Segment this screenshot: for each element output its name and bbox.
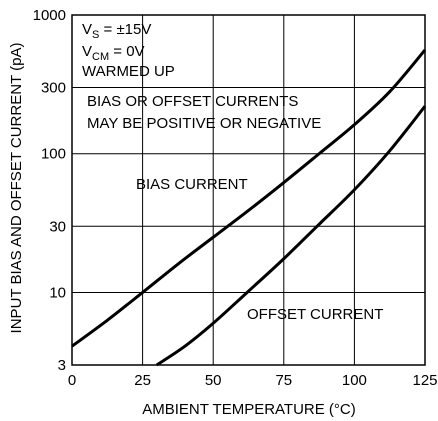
y-tick-label: 1000	[33, 7, 66, 24]
y-tick-label: 100	[41, 146, 66, 163]
y-tick-label: 30	[49, 218, 66, 235]
condition-vs: VS = ±15V	[82, 21, 151, 41]
x-tick-label: 50	[205, 372, 222, 389]
x-tick-label: 75	[275, 372, 292, 389]
condition-warmed-up: WARMED UP	[82, 63, 175, 80]
note-line-1: BIAS OR OFFSET CURRENTS	[87, 93, 298, 110]
plot-frame	[71, 14, 426, 366]
condition-vcm: VCM = 0V	[82, 43, 145, 63]
note-line-2: MAY BE POSITIVE OR NEGATIVE	[87, 115, 321, 132]
x-tick-labels: 0 25 50 75 100 125	[68, 372, 438, 389]
bias-current-line	[71, 48, 427, 348]
x-tick-label: 125	[412, 372, 437, 389]
y-tick-label: 10	[49, 284, 66, 301]
series-label-bias-current: BIAS CURRENT	[136, 176, 248, 193]
x-tick-label: 0	[68, 372, 76, 389]
series-label-offset-current: OFFSET CURRENT	[247, 306, 383, 323]
x-axis-label: AMBIENT TEMPERATURE (°C)	[142, 401, 356, 418]
y-tick-label: 300	[41, 80, 66, 97]
offset-current-line	[155, 105, 427, 367]
y-tick-labels: 3 10 30 100 300 1000	[33, 7, 66, 374]
curves	[71, 48, 427, 367]
y-tick-label: 3	[58, 357, 66, 374]
x-tick-label: 25	[134, 372, 151, 389]
x-tick-label: 100	[342, 372, 367, 389]
y-axis-label: INPUT BIAS AND OFFSET CURRENT (pA)	[8, 43, 25, 334]
